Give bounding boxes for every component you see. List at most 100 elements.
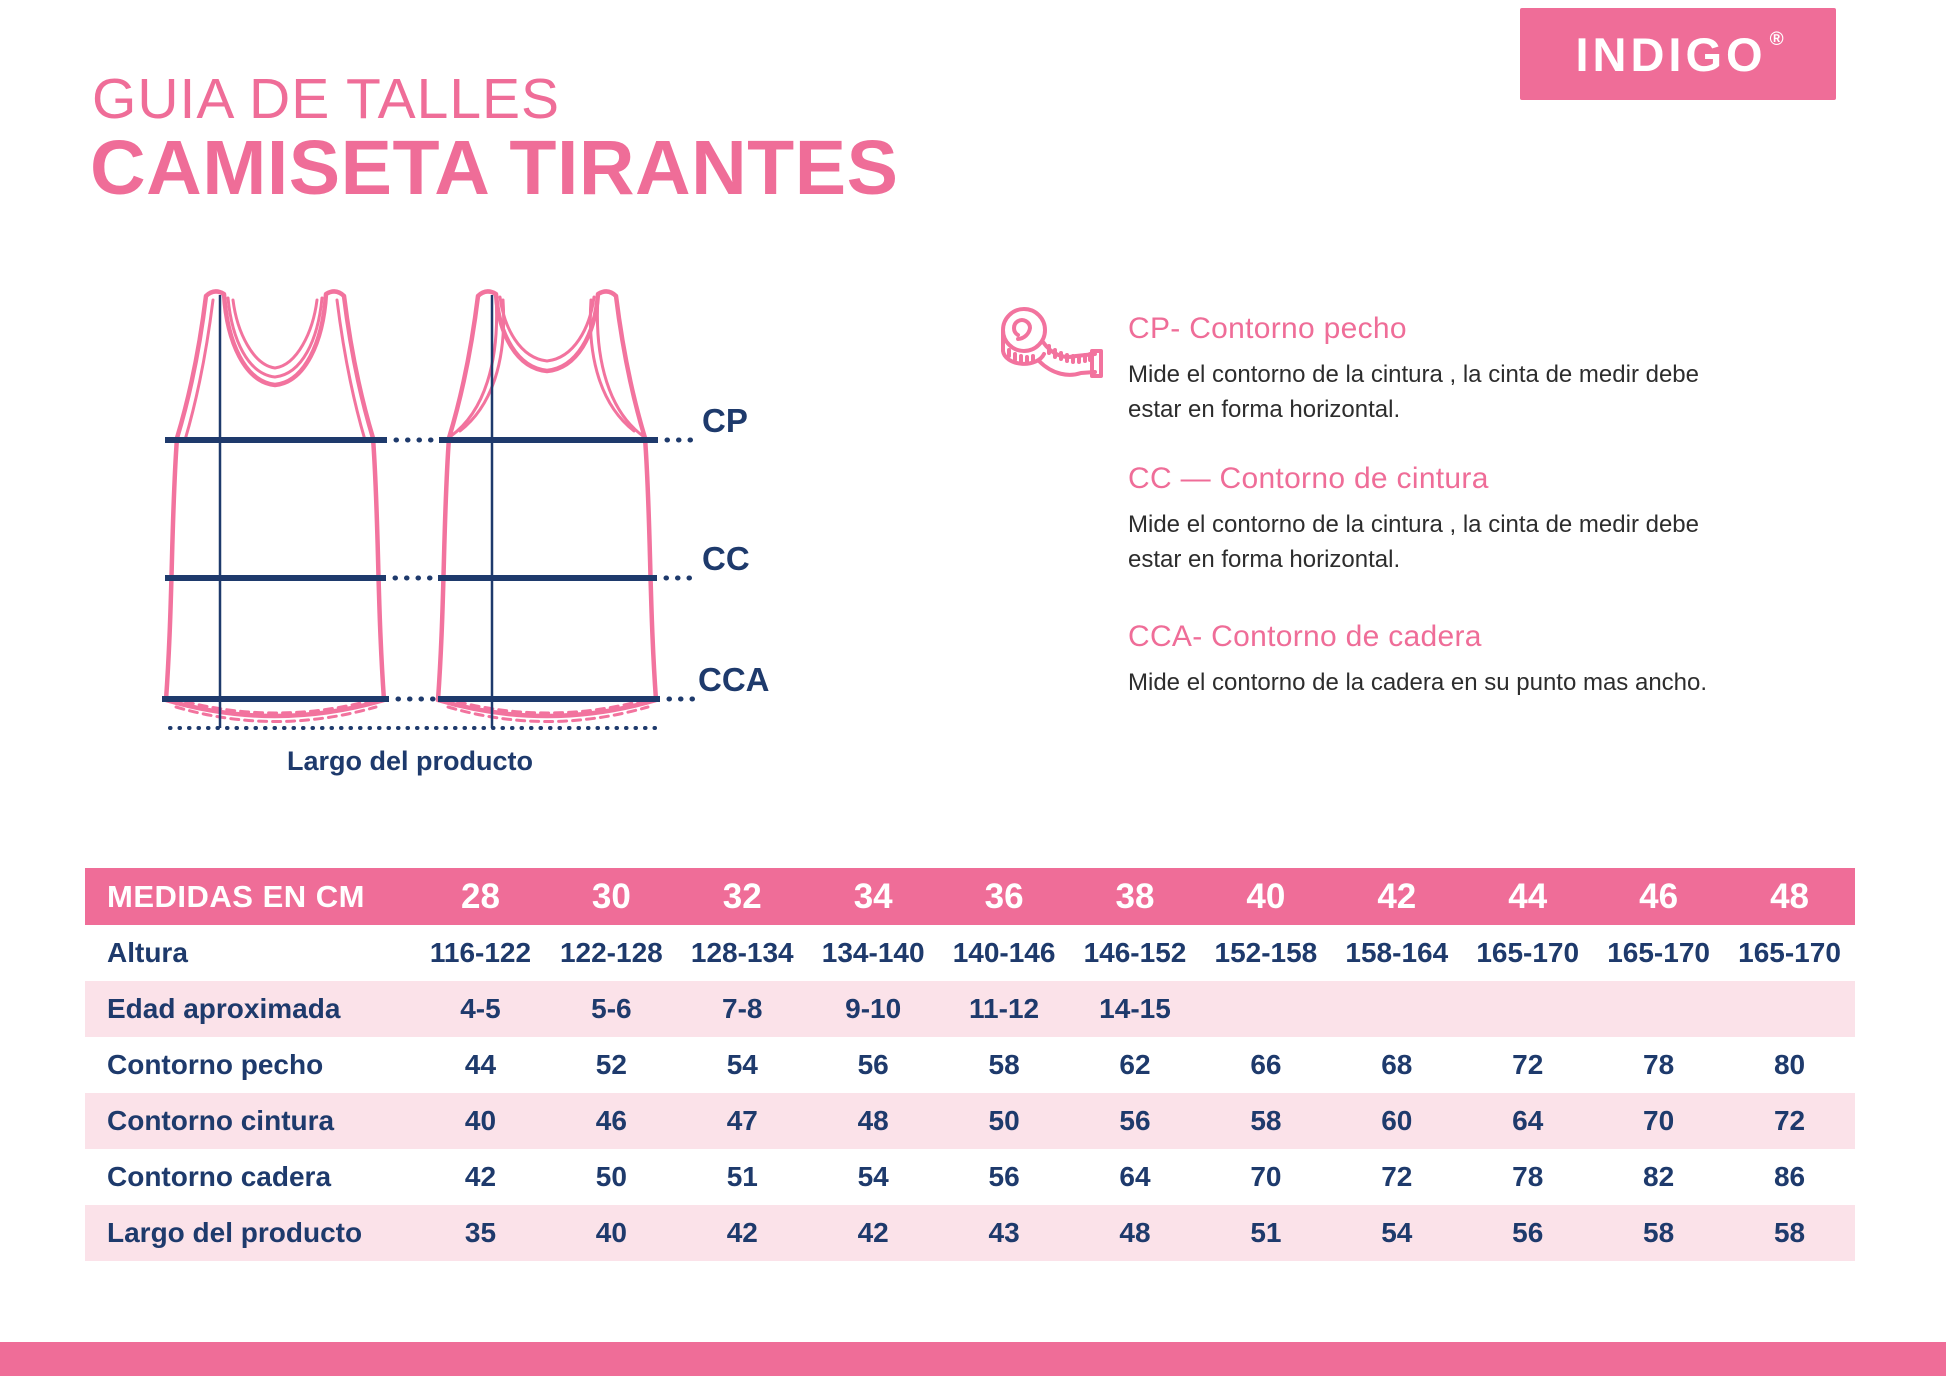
size-column-header: 36 bbox=[938, 868, 1070, 925]
product-length-label: Largo del producto bbox=[287, 746, 533, 776]
measurement-cell: 58 bbox=[1200, 1093, 1332, 1149]
measurement-cell: 56 bbox=[807, 1037, 939, 1093]
garment-measurement-diagram: CP CC CCA Largo del producto bbox=[162, 289, 770, 776]
measurement-cell: 70 bbox=[1593, 1093, 1725, 1149]
measurement-cell: 51 bbox=[1200, 1205, 1332, 1261]
measurement-cell: 56 bbox=[1462, 1205, 1594, 1261]
measurement-cell: 72 bbox=[1462, 1037, 1594, 1093]
measurement-cell: 152-158 bbox=[1200, 925, 1332, 981]
measurement-cell: 86 bbox=[1724, 1149, 1855, 1205]
size-column-header: 48 bbox=[1724, 868, 1855, 925]
measurement-cell: 58 bbox=[938, 1037, 1070, 1093]
measurement-cell: 42 bbox=[415, 1149, 546, 1205]
size-column-header: 42 bbox=[1331, 868, 1463, 925]
measurement-cell: 42 bbox=[807, 1205, 939, 1261]
measurement-cell: 40 bbox=[545, 1205, 677, 1261]
row-label: Altura bbox=[85, 925, 415, 981]
measurement-cell: 58 bbox=[1724, 1205, 1855, 1261]
row-label: Largo del producto bbox=[85, 1205, 415, 1261]
size-column-header: 32 bbox=[676, 868, 808, 925]
measurement-cell: 4-5 bbox=[415, 981, 546, 1037]
measurement-cell: 40 bbox=[415, 1093, 546, 1149]
size-table-header-row: MEDIDAS EN CM 28 30 32 34 36 38 40 42 44 46 48 bbox=[85, 868, 1855, 925]
measurement-cell: 72 bbox=[1724, 1093, 1855, 1149]
measurement-cell: 54 bbox=[676, 1037, 808, 1093]
measurement-cell: 146-152 bbox=[1069, 925, 1201, 981]
table-row: Altura 116-122 122-128 128-134 134-140 140-14… bbox=[85, 925, 1855, 981]
measurement-cell: 58 bbox=[1593, 1205, 1725, 1261]
tank-top-back-illustration bbox=[435, 289, 659, 723]
instruction-waist: CC — Contorno de cintura Mide el contorn… bbox=[1128, 462, 1718, 578]
table-row: Contorno cadera 42 50 51 54 56 64 70 72 78 82 86 bbox=[85, 1149, 1855, 1205]
measurement-cell: 78 bbox=[1462, 1149, 1594, 1205]
measurement-cell: 62 bbox=[1069, 1037, 1201, 1093]
measurement-cell: 50 bbox=[545, 1149, 677, 1205]
measurement-cell: 122-128 bbox=[545, 925, 677, 981]
measurement-cell: 46 bbox=[545, 1093, 677, 1149]
measurement-cell bbox=[1331, 981, 1463, 1037]
measurement-cell: 11-12 bbox=[938, 981, 1070, 1037]
tank-top-front-illustration bbox=[163, 289, 387, 723]
size-column-header: 34 bbox=[807, 868, 939, 925]
measurement-cell: 72 bbox=[1331, 1149, 1463, 1205]
row-label: Contorno pecho bbox=[85, 1037, 415, 1093]
measurement-cell: 48 bbox=[807, 1093, 939, 1149]
measurement-cell: 165-170 bbox=[1593, 925, 1725, 981]
table-row: Contorno cintura 40 46 47 48 50 56 58 60 64 70 72 bbox=[85, 1093, 1855, 1149]
measurement-cell: 64 bbox=[1069, 1149, 1201, 1205]
measurement-cell: 70 bbox=[1200, 1149, 1332, 1205]
measurement-cell bbox=[1462, 981, 1594, 1037]
chest-measure-label: CP bbox=[702, 402, 748, 439]
instruction-hip-body: Mide el contorno de la cadera en su punt… bbox=[1128, 669, 1708, 696]
size-column-header: 38 bbox=[1069, 868, 1201, 925]
measurement-cell: 165-170 bbox=[1724, 925, 1855, 981]
measurement-cell: 5-6 bbox=[545, 981, 677, 1037]
measurement-cell: 42 bbox=[676, 1205, 808, 1261]
instruction-hip-heading: CCA- Contorno de cadera bbox=[1128, 620, 1482, 653]
measurement-cell bbox=[1200, 981, 1332, 1037]
product-title: CAMISETA TIRANTES bbox=[90, 125, 899, 211]
measurement-cell: 44 bbox=[415, 1037, 546, 1093]
measurement-cell: 48 bbox=[1069, 1205, 1201, 1261]
size-column-header: 44 bbox=[1462, 868, 1594, 925]
page-title: GUIA DE TALLES bbox=[92, 67, 561, 131]
brand-logo-text: INDIGO bbox=[1575, 27, 1767, 81]
row-label: Edad aproximada bbox=[85, 981, 415, 1037]
measurement-cell: 9-10 bbox=[807, 981, 939, 1037]
instruction-chest-body: Mide el contorno de la cintura , la cint… bbox=[1128, 361, 1699, 423]
table-row: Contorno pecho 44 52 54 56 58 62 66 68 72 78 80 bbox=[85, 1037, 1855, 1093]
measurement-cell: 54 bbox=[807, 1149, 939, 1205]
measurement-cell: 50 bbox=[938, 1093, 1070, 1149]
size-column-header: 30 bbox=[545, 868, 677, 925]
measurement-cell: 134-140 bbox=[807, 925, 939, 981]
measurement-cell: 82 bbox=[1593, 1149, 1725, 1205]
measuring-tape-icon bbox=[1001, 307, 1103, 378]
measurement-cell: 54 bbox=[1331, 1205, 1463, 1261]
row-label: Contorno cintura bbox=[85, 1093, 415, 1149]
measurement-cell: 128-134 bbox=[676, 925, 808, 981]
row-label: Contorno cadera bbox=[85, 1149, 415, 1205]
measurement-cell: 140-146 bbox=[938, 925, 1070, 981]
measurement-cell bbox=[1724, 981, 1855, 1037]
footer-accent-bar bbox=[0, 1342, 1946, 1376]
hip-measure-label: CCA bbox=[698, 661, 770, 698]
instruction-hip: CCA- Contorno de cadera Mide el contorno… bbox=[1128, 620, 1718, 701]
instruction-waist-body: Mide el contorno de la cintura , la cint… bbox=[1128, 511, 1699, 573]
brand-logo: INDIGO ® bbox=[1520, 8, 1836, 100]
measurement-cell: 56 bbox=[938, 1149, 1070, 1205]
measurement-cell: 165-170 bbox=[1462, 925, 1594, 981]
measurement-cell: 78 bbox=[1593, 1037, 1725, 1093]
measurement-cell: 14-15 bbox=[1069, 981, 1201, 1037]
measurement-cell: 56 bbox=[1069, 1093, 1201, 1149]
instruction-waist-heading: CC — Contorno de cintura bbox=[1128, 462, 1489, 495]
size-column-header: 40 bbox=[1200, 868, 1332, 925]
instruction-chest-heading: CP- Contorno pecho bbox=[1128, 312, 1407, 345]
measurement-cell: 64 bbox=[1462, 1093, 1594, 1149]
measurement-cell: 68 bbox=[1331, 1037, 1463, 1093]
measurement-cell: 80 bbox=[1724, 1037, 1855, 1093]
size-table-title: MEDIDAS EN CM bbox=[85, 868, 415, 925]
measurement-cell: 35 bbox=[415, 1205, 546, 1261]
size-column-header: 46 bbox=[1593, 868, 1725, 925]
table-row: Largo del producto 35 40 42 42 43 48 51 54 56 58 58 bbox=[85, 1205, 1855, 1261]
